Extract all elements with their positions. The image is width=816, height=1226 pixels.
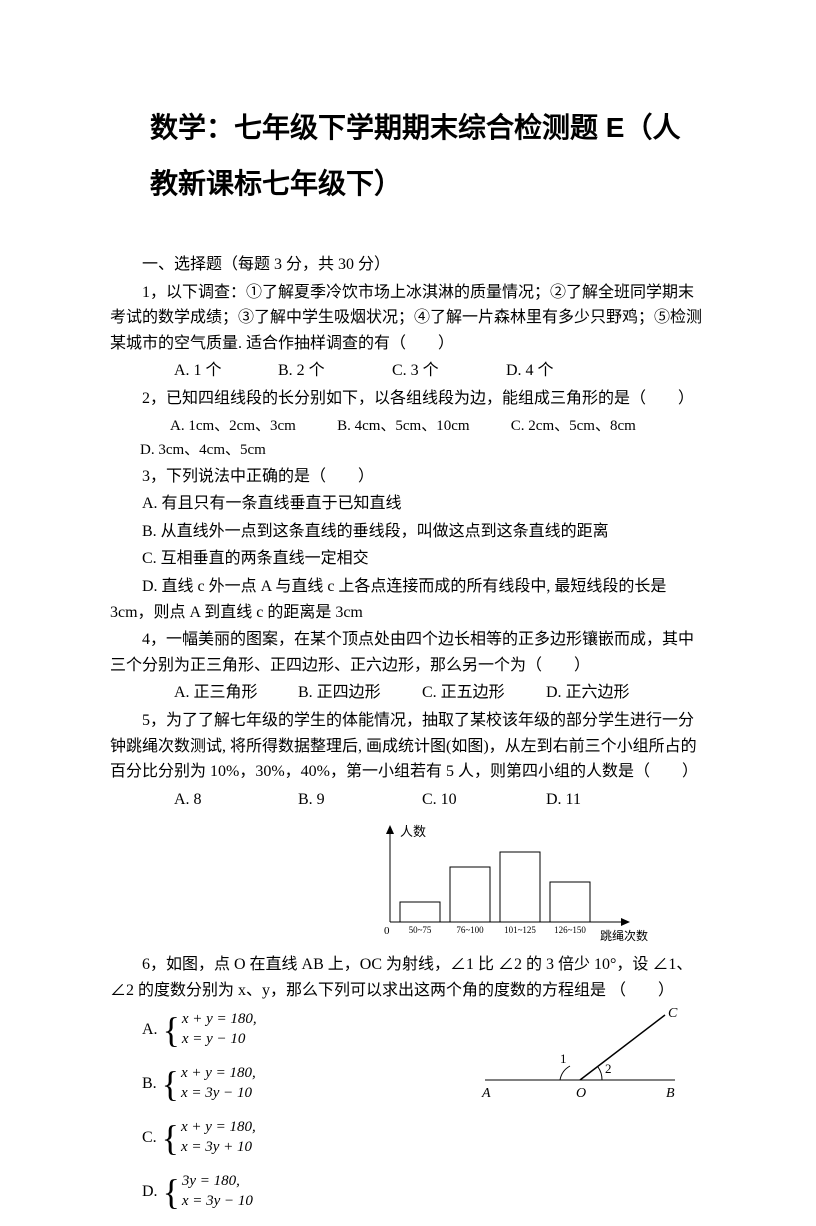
question-2-options: A. 1cm、2cm、3cm B. 4cm、5cm、10cm C. 2cm、5c… [110,414,706,462]
q5-opt-a: A. 8 [142,787,262,813]
point-o-label: O [576,1086,586,1101]
q6-opt-b: B. { x + y = 180, x = 3y − 10 [142,1064,312,1103]
point-a-label: A [481,1086,491,1101]
question-4-options: A. 正三角形 B. 正四边形 C. 正五边形 D. 正六边形 [110,680,706,706]
point-c-label: C [668,1006,678,1021]
q1-opt-d: D. 4 个 [474,358,554,384]
q3-opt-c: C. 互相垂直的两条直线一定相交 [110,546,706,572]
page-title: 数学：七年级下学期期末综合检测题 E（人教新课标七年级下） [150,100,706,212]
q6-angle-diagram: 1 2 A O B C [480,1005,680,1105]
q3-opt-a: A. 有且只有一条直线垂直于已知直线 [110,491,706,517]
q5-opt-d: D. 11 [514,787,581,813]
x-axis-label: 跳绳次数 [600,928,648,942]
q4-opt-d: D. 正六边形 [514,680,630,706]
histogram-bin-label: 76~100 [456,925,484,935]
question-4: 4，一幅美丽的图案，在某个顶点处由四个边长相等的正多边形镶嵌而成，其中三个分别为… [110,627,706,678]
section-header: 一、选择题（每题 3 分，共 30 分） [110,252,706,278]
question-6: 6，如图，点 O 在直线 AB 上，OC 为射线，∠1 比 ∠2 的 3 倍少 … [110,952,706,1003]
question-5-options: A. 8 B. 9 C. 10 D. 11 [110,787,706,813]
angle-svg: 1 2 A O B C [480,1005,680,1105]
histogram-bar [550,882,590,922]
origin-label: 0 [384,925,390,937]
q1-opt-a: A. 1 个 [142,358,242,384]
histogram-svg: 人数 跳绳次数 0 50~75 76~100 101~125 126~150 [370,822,650,942]
histogram-bar [400,902,440,922]
angle-2-label: 2 [605,1061,612,1076]
q6-opt-c: C. { x + y = 180, x = 3y + 10 [142,1118,312,1157]
q2-opt-a: A. 1cm、2cm、3cm [140,414,296,438]
q4-opt-c: C. 正五边形 [390,680,510,706]
q6-opt-d: D. { 3y = 180, x = 3y − 10 [142,1172,312,1211]
q3-opt-b: B. 从直线外一点到这条直线的垂线段，叫做这点到这条直线的距离 [110,519,706,545]
histogram-bar [450,867,490,922]
histogram-bin-label: 126~150 [554,925,586,935]
question-3: 3，下列说法中正确的是（ ） [110,464,706,490]
angle-1-label: 1 [560,1051,567,1066]
histogram-bin-label: 101~125 [504,925,536,935]
question-5: 5，为了了解七年级的学生的体能情况，抽取了某校该年级的部分学生进行一分钟跳绳次数… [110,708,706,785]
q5-opt-c: C. 10 [390,787,510,813]
question-6-options: A. { x + y = 180, x = y − 10 B. { x + y … [110,1010,470,1226]
point-b-label: B [666,1086,675,1101]
histogram-bar [500,852,540,922]
q2-opt-b: B. 4cm、5cm、10cm [307,414,469,438]
q6-opt-a: A. { x + y = 180, x = y − 10 [142,1010,312,1049]
q2-opt-c: C. 2cm、5cm、8cm [481,414,636,438]
q1-opt-b: B. 2 个 [246,358,356,384]
question-1: 1，以下调查：①了解夏季冷饮市场上冰淇淋的质量情况；②了解全班同学期末考试的数学… [110,280,706,357]
question-2: 2，已知四组线段的长分别如下，以各组线段为边，能组成三角形的是（ ） [110,386,706,412]
q2-opt-d: D. 3cm、4cm、5cm [110,438,266,462]
q5-histogram: 人数 跳绳次数 0 50~75 76~100 101~125 126~150 [370,822,650,942]
q4-opt-a: A. 正三角形 [142,680,262,706]
histogram-bin-label: 50~75 [409,925,432,935]
y-axis-label: 人数 [400,824,426,839]
q5-opt-b: B. 9 [266,787,386,813]
q4-opt-b: B. 正四边形 [266,680,386,706]
q1-opt-c: C. 3 个 [360,358,470,384]
q3-opt-d: D. 直线 c 外一点 A 与直线 c 上各点连接而成的所有线段中, 最短线段的… [110,574,706,625]
question-1-options: A. 1 个 B. 2 个 C. 3 个 D. 4 个 [110,358,706,384]
